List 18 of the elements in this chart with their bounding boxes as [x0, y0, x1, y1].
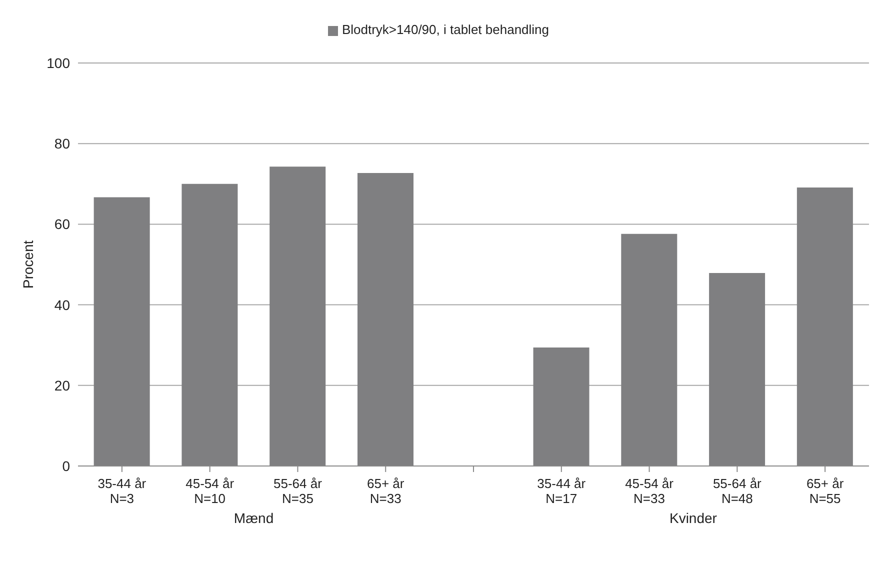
text: Mænd	[232, 510, 275, 526]
y-tick-label: 20	[54, 377, 70, 394]
x-tick-label: 35-44 år N=17	[537, 476, 586, 506]
x-tick-label: 55-64 år N=35	[274, 476, 323, 506]
x-tick-label: 35-44 år N=3	[98, 476, 147, 506]
y-tick-label: 80	[54, 136, 70, 152]
y-axis-title: Procent	[20, 240, 36, 289]
x-tick-label: 55-64 år N=48	[712, 476, 762, 506]
legend-label: Blodtryk>140/90, i tablet behandling	[342, 22, 550, 37]
x-tick-label: 65+ år N=55	[806, 476, 844, 506]
x-tick-label: 65+ år N=33	[366, 476, 405, 506]
x-tick-label: 45-54 år N=33	[625, 476, 674, 506]
x-tick-label: 45-54 år N=10	[186, 476, 235, 506]
y-tick-label: 60	[54, 216, 70, 232]
y-tick-label: 40	[54, 296, 70, 313]
y-tick-label: 0	[62, 458, 70, 474]
text: Kvinder	[668, 510, 718, 526]
y-tick-label: 100	[46, 54, 70, 71]
